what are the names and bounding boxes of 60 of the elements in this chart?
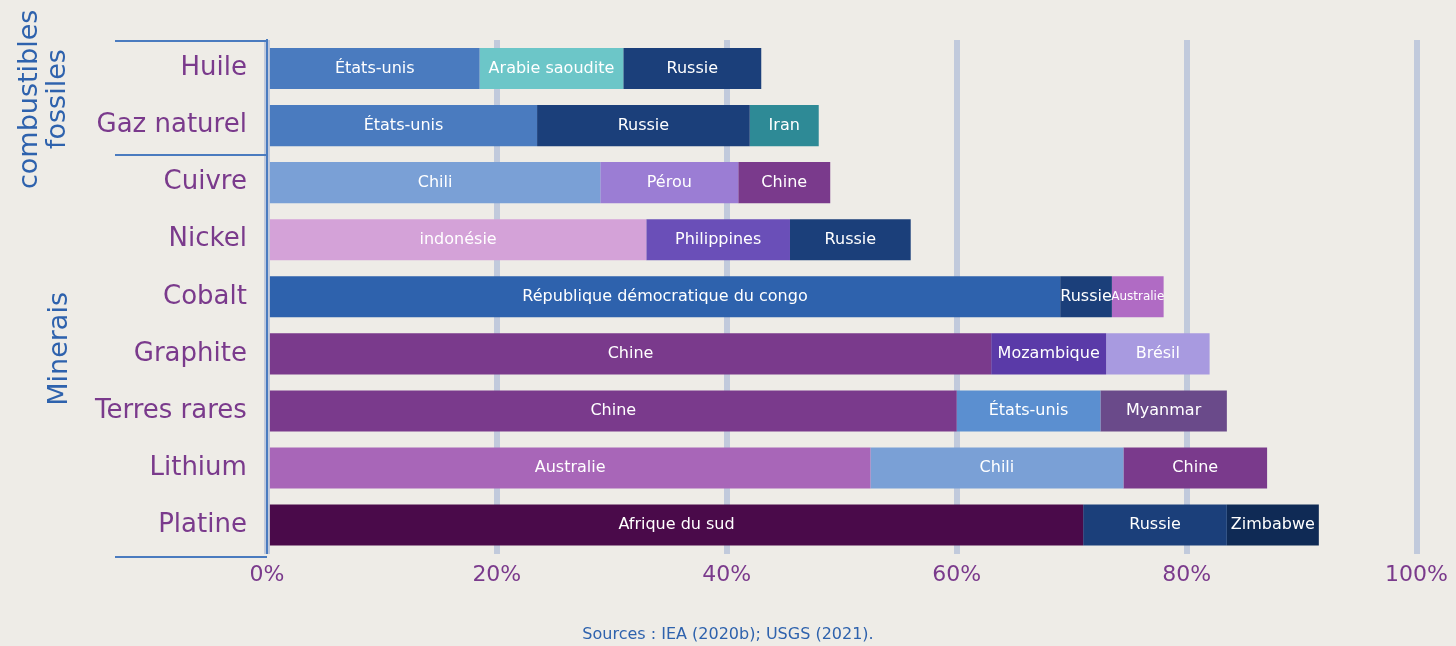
data-label: Chine	[1172, 457, 1219, 477]
data-label: Pérou	[646, 171, 692, 191]
data-label: États-unis	[334, 57, 415, 77]
y-tick-label: Terres rares	[93, 393, 247, 424]
data-label: Australie	[534, 457, 606, 477]
bar	[956, 390, 1101, 432]
data-label: Myanmar	[1126, 400, 1202, 420]
x-tick-label: 60%	[932, 560, 982, 586]
bar	[870, 447, 1124, 489]
data-label: Arabie saoudite	[488, 57, 615, 77]
y-tick-label: Lithium	[149, 450, 247, 481]
bar	[269, 504, 1084, 546]
x-tick-label: 80%	[1162, 560, 1212, 586]
bar	[1083, 504, 1227, 546]
text: Minerais	[42, 291, 74, 406]
bar	[269, 162, 601, 204]
bar	[269, 447, 871, 489]
data-label: Russie	[666, 57, 719, 77]
data-label: Russie	[1060, 285, 1112, 305]
y-tick-label: Graphite	[133, 336, 247, 367]
data-label: Philippines	[675, 228, 762, 248]
bar	[1106, 333, 1210, 375]
bar	[537, 105, 750, 147]
bar	[269, 276, 1061, 318]
data-label: Brésil	[1135, 343, 1181, 363]
data-label: Chine	[761, 171, 808, 191]
bar	[269, 47, 480, 90]
bar	[269, 219, 647, 261]
data-label: Russie	[617, 114, 670, 134]
bar	[269, 105, 538, 147]
bar	[749, 105, 819, 147]
text: combustibles fossiles	[12, 9, 72, 190]
data-label: Chine	[590, 400, 637, 420]
data-label: Afrique du sud	[618, 514, 735, 534]
data-label: Chine	[607, 343, 654, 363]
data-label: Chili	[417, 171, 453, 191]
data-label: République démocratique du congo	[522, 285, 808, 305]
bar	[1100, 390, 1227, 432]
bar	[646, 219, 790, 261]
data-label: indonésie	[419, 228, 497, 248]
x-tick-label: 40%	[702, 560, 752, 586]
y-tick-label: Huile	[180, 51, 247, 82]
x-tick-label: 0%	[249, 560, 285, 586]
data-label: Russie	[824, 228, 877, 248]
data-label: Zimbabwe	[1230, 514, 1315, 534]
y-tick-label: Nickel	[168, 222, 247, 253]
data-label: Mozambique	[997, 343, 1100, 363]
data-label: Iran	[768, 114, 800, 134]
data-label: États-unis	[988, 400, 1069, 420]
bar	[600, 162, 739, 204]
y-tick-label: Gaz naturel	[96, 108, 247, 139]
y-tick-label: Platine	[158, 507, 247, 538]
data-label: Russie	[1129, 514, 1181, 534]
source-note: Sources : IEA (2020b); USGS (2021).	[581, 624, 875, 643]
x-tick-label: 20%	[472, 560, 522, 586]
y-tick-label: Cuivre	[163, 165, 247, 196]
data-label: Chili	[979, 457, 1015, 477]
x-tick-label: 100%	[1385, 560, 1449, 586]
y-tick-label: Cobalt	[162, 279, 247, 310]
data-label: États-unis	[363, 114, 444, 134]
